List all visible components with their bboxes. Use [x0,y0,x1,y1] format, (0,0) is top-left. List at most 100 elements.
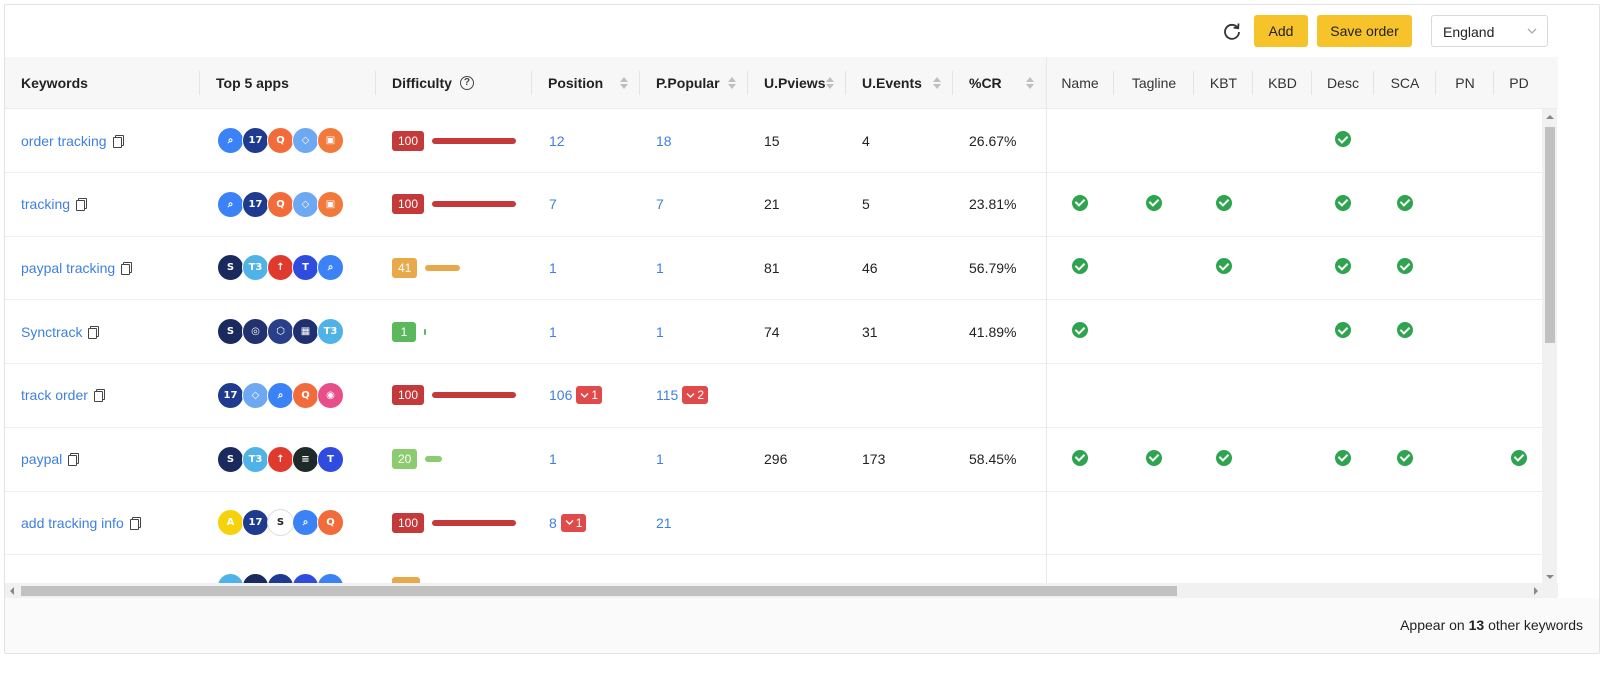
keyword-link[interactable]: add tracking info [21,514,124,531]
keyword-link[interactable]: paypal tracking [21,259,116,276]
copy-icon[interactable] [93,389,105,403]
copy-icon[interactable] [68,453,80,466]
shipping-s-app-icon[interactable]: S [267,509,294,537]
pin-app-icon[interactable]: ◉ [317,381,344,409]
save-order-button[interactable]: Save order [1317,15,1412,47]
17track-app-icon[interactable]: 17 [242,509,269,537]
refresh-icon[interactable] [1222,21,1242,41]
column-top-apps: Top 5 apps [216,57,376,109]
position-value[interactable]: 12 [549,132,565,149]
top-apps-cell: 17 ◇ ⌕ Q ◉ [217,364,377,427]
location-app-icon[interactable]: ◎ [242,318,269,346]
orange-q-app-icon[interactable]: Q [267,190,294,218]
t-app-icon[interactable]: T [292,254,319,282]
position-value[interactable]: 1 [549,323,557,340]
horizontal-scroll-thumb[interactable] [21,586,1177,596]
position-value[interactable]: 8 [549,514,557,531]
position-value[interactable]: 106 [549,387,573,404]
magnifier-app-icon[interactable]: ⌕ [217,190,244,218]
table-row[interactable]: paypal S T3 ↑ ≡ T 20 1 1 296 173 58.45% [5,428,1545,492]
t3-app-icon[interactable]: T3 [317,318,344,346]
vertical-scroll-thumb[interactable] [1545,127,1555,343]
orange-q-app-icon[interactable]: Q [317,509,344,537]
keyword-link[interactable]: track order [21,387,88,404]
magnifier-app-icon[interactable]: ⌕ [217,127,244,154]
add-button[interactable]: Add [1254,15,1308,47]
table-row[interactable]: order tracking ⌕ 17 Q ◇ ▣ 100 12 18 15 4 26.67% [5,109,1545,173]
cube-app-icon[interactable]: ◇ [292,190,319,218]
t3-app-icon[interactable]: T3 [242,254,269,282]
column-u-events[interactable]: U.Events [862,57,953,109]
parcel-app-icon[interactable]: ▣ [317,190,344,218]
t3-app-icon[interactable]: T3 [242,445,269,473]
column-u-pviews[interactable]: U.Pviews [764,57,846,109]
dark-green-app-icon[interactable]: ≡ [292,445,319,473]
copy-icon[interactable] [76,198,88,212]
column-cr[interactable]: %CR [969,57,1046,109]
scroll-right-icon[interactable] [1534,587,1538,595]
keyword-link[interactable]: order tracking [21,132,107,149]
parcel-app-icon[interactable]: ▣ [317,127,344,154]
position-value[interactable]: 1 [549,259,557,276]
column-p-popular-label: P.Popular [656,75,720,91]
calendar-app-icon[interactable]: ▦ [292,318,319,346]
orange-q-app-icon[interactable]: Q [292,381,319,409]
column-p-popular[interactable]: P.Popular [656,57,748,109]
cube-app-icon[interactable]: ◇ [292,127,319,154]
sort-icon[interactable] [1026,76,1034,90]
sort-icon[interactable] [933,76,941,90]
table-row[interactable]: add tracking info A 17 S ⌕ Q 100 8 1 21 [5,491,1545,556]
aftership-app-icon[interactable]: A [217,509,244,537]
magnifier-app-icon[interactable]: ⌕ [317,254,344,282]
horizontal-scrollbar[interactable] [5,583,1558,598]
sort-icon[interactable] [620,76,628,90]
p-popular-value[interactable]: 21 [656,514,672,531]
p-popular-value[interactable]: 1 [656,451,664,467]
red-arrow-app-icon[interactable]: ↑ [267,445,294,473]
scroll-down-icon[interactable] [1546,575,1554,579]
vertical-scrollbar[interactable] [1542,109,1557,585]
position-value[interactable]: 7 [549,196,557,213]
check-circle-icon [1146,194,1162,211]
17track-app-icon[interactable]: 17 [242,190,269,218]
cr-cell: 23.81% [969,173,1049,236]
keyword-link[interactable]: paypal [21,451,63,467]
country-select[interactable]: England [1431,15,1548,47]
keyword-link[interactable]: tracking [21,196,71,213]
17track-app-icon[interactable]: 17 [242,127,269,154]
synctrack-app-icon[interactable]: S [217,445,244,473]
magnifier-app-icon[interactable]: ⌕ [292,509,319,537]
position-value[interactable]: 1 [549,451,557,467]
synctrack-app-icon[interactable]: S [217,318,244,346]
copy-icon[interactable] [121,261,133,275]
column-position[interactable]: Position [548,57,640,109]
t-app-icon[interactable]: T [317,445,344,473]
red-arrow-app-icon[interactable]: ↑ [267,254,294,282]
help-icon[interactable]: ? [459,76,474,90]
cube-app-icon[interactable]: ◇ [242,381,269,409]
17track-app-icon[interactable]: 17 [217,381,244,409]
table-row[interactable]: Synctrack S ◎ ⬡ ▦ T3 1 1 1 74 31 41.89% [5,300,1545,365]
p-popular-value[interactable]: 1 [656,323,664,340]
table-row[interactable]: track order 17 ◇ ⌕ Q ◉ 100 106 1 115 2 [5,364,1545,428]
copy-icon[interactable] [129,516,141,530]
table-row[interactable]: paypal tracking S T3 ↑ T ⌕ 41 1 1 81 46 56.79% [5,236,1545,301]
scroll-up-icon[interactable] [1546,115,1554,119]
keyword-link[interactable]: Synctrack [21,323,83,340]
sort-icon[interactable] [728,76,736,90]
synctrack-app-icon[interactable]: S [217,254,244,282]
p-popular-value[interactable]: 18 [656,132,672,149]
copy-icon[interactable] [112,134,124,148]
magnifier-app-icon[interactable]: ⌕ [267,381,294,409]
p-popular-value[interactable]: 1 [656,259,664,276]
scroll-left-icon[interactable] [10,587,14,595]
table-row[interactable]: tracking ⌕ 17 Q ◇ ▣ 100 7 7 21 5 23.81% [5,173,1545,237]
orange-q-app-icon[interactable]: Q [267,127,294,154]
p-popular-value[interactable]: 7 [656,196,664,213]
hex-app-icon[interactable]: ⬡ [267,318,294,346]
copy-icon[interactable] [88,325,100,339]
u-pviews-cell: 81 [764,236,844,299]
p-popular-value[interactable]: 115 [656,387,679,404]
difficulty-cell: 100 [392,109,532,172]
sort-icon[interactable] [826,76,834,90]
